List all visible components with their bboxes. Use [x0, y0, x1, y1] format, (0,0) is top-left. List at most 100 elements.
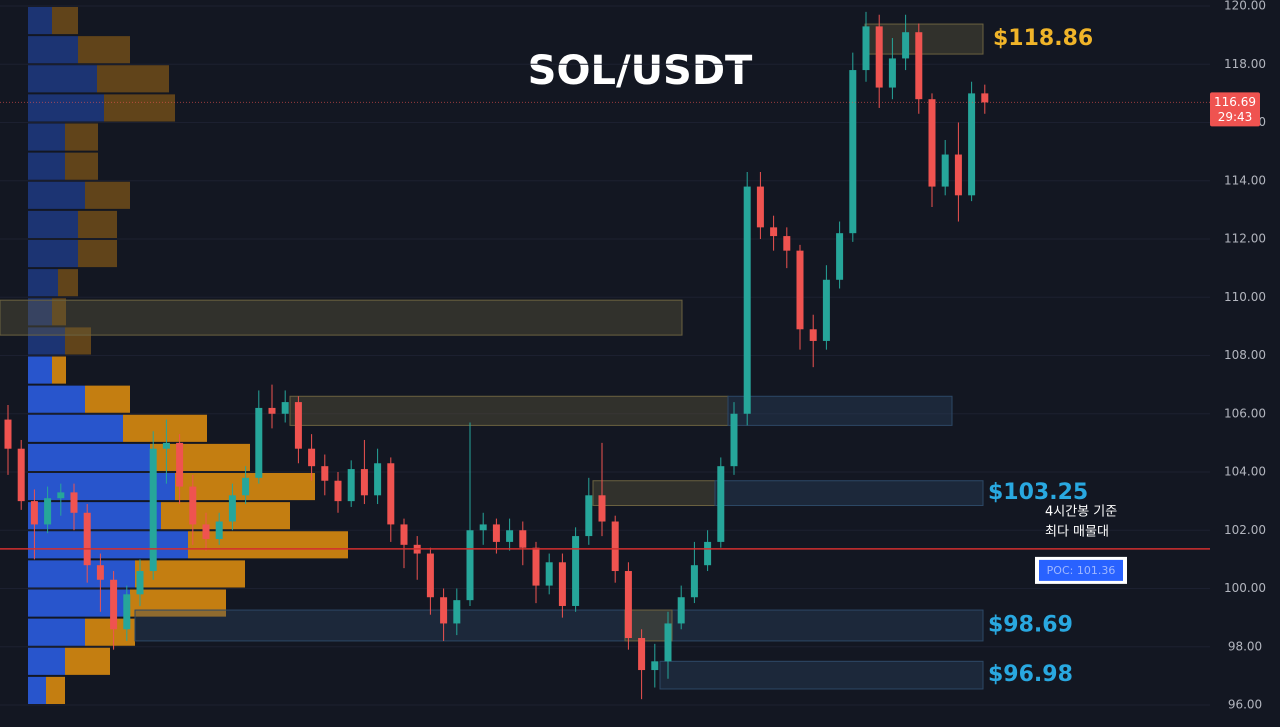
candle-body: [360, 469, 368, 496]
candle-body: [558, 562, 566, 606]
candle-body: [96, 565, 104, 580]
profile-sell-bar: [104, 94, 175, 122]
candle-body: [585, 495, 593, 537]
zone: [0, 299, 683, 336]
profile-buy-bar: [28, 298, 52, 326]
candle-body: [981, 93, 989, 103]
candle-body: [215, 521, 223, 539]
candle-body: [426, 553, 434, 598]
profile-sell-bar: [78, 240, 117, 268]
candle-body: [189, 486, 197, 525]
candle-body: [598, 495, 606, 522]
candle-body: [176, 442, 184, 487]
candle-body: [796, 250, 804, 330]
poc-box: [1039, 559, 1123, 581]
candle-body: [492, 524, 500, 542]
candle-body: [743, 186, 751, 414]
candle-body: [941, 154, 949, 187]
zone: [659, 660, 984, 690]
profile-buy-bar: [28, 647, 65, 675]
candle-body: [862, 26, 870, 71]
candle-body: [149, 448, 157, 572]
candle-body: [822, 279, 830, 341]
zone: [864, 23, 984, 55]
y-tick-label: 112.00: [1224, 232, 1266, 246]
candle-body: [638, 638, 646, 671]
candle-body: [202, 524, 210, 539]
candle-body: [902, 32, 910, 59]
profile-sell-bar: [85, 181, 130, 209]
candle-body: [162, 442, 170, 449]
profile-sell-bar: [65, 152, 98, 180]
candle-body: [506, 530, 514, 542]
profile-buy-bar: [28, 385, 85, 413]
profile-sell-bar: [58, 269, 78, 297]
candle-body: [57, 492, 65, 499]
last-price-box: [1210, 92, 1260, 127]
profile-sell-bar: [78, 36, 130, 64]
last-price-label: 116.69: [1214, 95, 1256, 109]
poc-note: 최다 매물대: [1045, 525, 1109, 540]
candle-body: [611, 521, 619, 572]
candle-body: [677, 597, 685, 624]
candle-body: [809, 329, 817, 341]
zone: [624, 609, 673, 642]
candle-body: [268, 407, 276, 414]
candle-body: [123, 594, 131, 630]
y-tick-label: 96.00: [1228, 698, 1262, 712]
candle-body: [44, 498, 52, 525]
y-tick-label: 110.00: [1224, 290, 1266, 304]
profile-sell-bar: [78, 210, 117, 238]
profile-sell-bar: [65, 123, 98, 151]
zone: [134, 609, 984, 642]
candle-body: [255, 407, 263, 478]
candle-body: [479, 524, 487, 531]
candle-body: [136, 571, 144, 595]
candle-body: [466, 530, 474, 601]
y-tick-label: 108.00: [1224, 348, 1266, 362]
zone-label: $96.98: [988, 662, 1073, 687]
chart-title: SOL/USDT: [528, 48, 753, 94]
zone: [289, 395, 729, 426]
y-tick-label: 120.00: [1224, 0, 1266, 13]
candle-body: [17, 448, 25, 502]
candle-body: [228, 495, 236, 522]
countdown-label: 29:43: [1218, 110, 1253, 124]
candle-body: [651, 661, 659, 671]
candle-body: [4, 419, 12, 449]
profile-buy-bar: [28, 443, 150, 471]
candle-body: [704, 541, 712, 566]
y-tick-label: 98.00: [1228, 639, 1262, 653]
candle-body: [770, 227, 778, 237]
zone-label: $118.86: [993, 26, 1093, 51]
profile-sell-bar: [123, 414, 207, 442]
candle-body: [664, 623, 672, 662]
profile-sell-bar: [161, 502, 290, 530]
candle-body: [334, 480, 342, 502]
candle-body: [440, 597, 448, 624]
profile-sell-bar: [52, 356, 66, 384]
y-tick-label: 114.00: [1224, 173, 1266, 187]
y-tick-label: 104.00: [1224, 465, 1266, 479]
candle-body: [968, 93, 976, 196]
candle-body: [347, 469, 355, 502]
profile-sell-bar: [46, 676, 65, 704]
candle-body: [453, 600, 461, 624]
profile-buy-bar: [28, 7, 52, 35]
profile-sell-bar: [52, 7, 78, 35]
profile-sell-bar: [65, 327, 91, 355]
profile-sell-bar: [130, 589, 226, 617]
poc-note: 4시간봉 기준: [1045, 505, 1117, 520]
candle-body: [836, 233, 844, 280]
candle-body: [294, 402, 302, 449]
profile-buy-bar: [28, 181, 85, 209]
candle-body: [783, 236, 791, 251]
profile-buy-bar: [28, 327, 65, 355]
candle-body: [400, 524, 408, 545]
profile-buy-bar: [28, 65, 97, 93]
candle-body: [690, 565, 698, 598]
candle-body: [954, 154, 962, 196]
candle-body: [849, 70, 857, 234]
candle-body: [308, 448, 316, 467]
profile-buy-bar: [28, 414, 123, 442]
